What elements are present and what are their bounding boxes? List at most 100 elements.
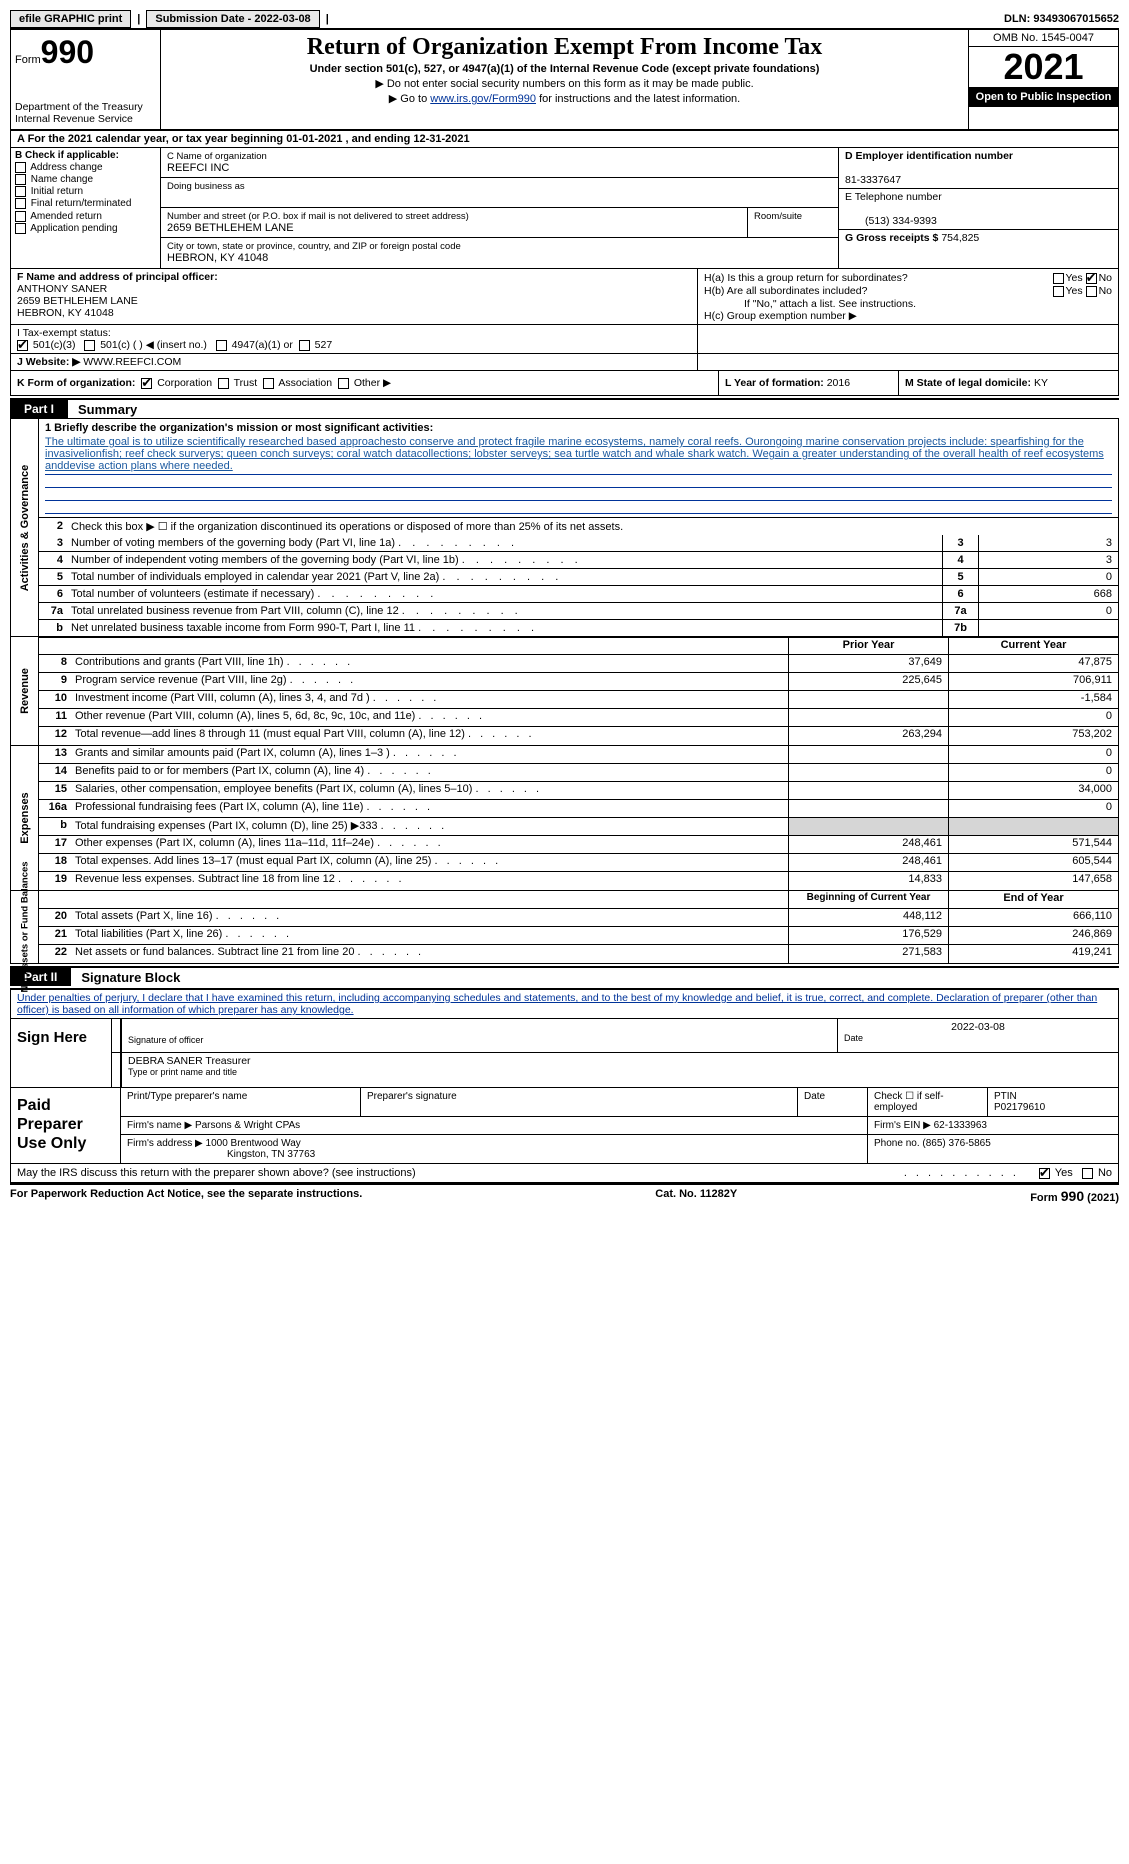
entity-grid: B Check if applicable: Address change Na… [10,148,1119,269]
fin-num: b [39,818,71,835]
fin-num: 16a [39,800,71,817]
fin-text: Program service revenue (Part VIII, line… [71,673,788,690]
fin-row: 10Investment income (Part VIII, column (… [39,691,1118,709]
fin-curr: 47,875 [948,655,1118,672]
ck-address-change[interactable]: Address change [15,162,156,173]
row-k-l-m: K Form of organization: Corporation Trus… [10,371,1119,396]
opt-association: Association [278,377,332,389]
fin-curr: 753,202 [948,727,1118,745]
signature-date-value: 2022-03-08 [844,1021,1112,1033]
fin-row: 21Total liabilities (Part X, line 26) . … [39,927,1118,945]
goto-pre: ▶ Go to [389,93,430,105]
fin-num: 9 [39,673,71,690]
net-assets-block: Net Assets or Fund Balances Beginning of… [10,891,1119,964]
discuss-yes-checkbox[interactable] [1039,1168,1050,1179]
row-f-h: F Name and address of principal officer:… [10,269,1119,325]
summary-governance: Activities & Governance 1 Briefly descri… [10,418,1119,637]
dept-label: Department of the Treasury Internal Reve… [15,101,156,125]
state-domicile-value: KY [1034,377,1048,389]
irs-link[interactable]: www.irs.gov/Form990 [430,93,536,105]
row-box: 5 [942,569,978,585]
fin-row: 19Revenue less expenses. Subtract line 1… [39,872,1118,890]
row-value: 0 [978,569,1118,585]
ck-501c[interactable] [84,340,95,351]
ck-association[interactable] [263,378,274,389]
ck-trust[interactable] [218,378,229,389]
discuss-yes: Yes [1055,1167,1073,1179]
fin-num: 17 [39,836,71,853]
ck-app-label: Application pending [30,223,117,234]
ck-other[interactable] [338,378,349,389]
sign-here-label: Sign Here [11,1019,111,1087]
fin-curr: 246,869 [948,927,1118,944]
fin-num: 8 [39,655,71,672]
ck-initial-return[interactable]: Initial return [15,186,156,197]
form-title: Return of Organization Exempt From Incom… [167,34,962,61]
sig-intro-text[interactable]: Under penalties of perjury, I declare th… [17,992,1097,1016]
side-net-assets: Net Assets or Fund Balances [11,891,39,963]
summary-row: 4Number of independent voting members of… [39,552,1118,569]
box-j-placeholder [698,325,1118,353]
fin-row: 8Contributions and grants (Part VIII, li… [39,655,1118,673]
fin-num: 12 [39,727,71,745]
ck-527[interactable] [299,340,310,351]
summary-row: 5Total number of individuals employed in… [39,569,1118,586]
h-b-label: H(b) Are all subordinates included? [704,285,867,297]
discuss-no-checkbox[interactable] [1082,1168,1093,1179]
ck-4947[interactable] [216,340,227,351]
row-num: 4 [39,552,67,568]
fin-curr: 605,544 [948,854,1118,871]
prep-self-employed: Check ☐ if self-employed [868,1088,988,1116]
header-left: Form990 Department of the Treasury Inter… [11,30,161,129]
revenue-block: Revenue Prior Year Current Year 8Contrib… [10,637,1119,746]
mission-text[interactable]: The ultimate goal is to utilize scientif… [45,434,1112,475]
box-j-right [698,354,1118,370]
h-a-yes-checkbox[interactable] [1053,273,1064,284]
paid-preparer-label: Paid Preparer Use Only [11,1088,121,1163]
h-b-yes-checkbox[interactable] [1053,286,1064,297]
submission-date-label: Submission Date - 2022-03-08 [146,10,319,28]
current-year-header: Current Year [948,638,1118,654]
fin-num: 11 [39,709,71,726]
box-f: F Name and address of principal officer:… [11,269,698,324]
ck-final-return[interactable]: Final return/terminated [15,198,156,209]
part-1-tab: Part I [10,400,68,418]
ck-corporation[interactable] [141,378,152,389]
h-b-no-checkbox[interactable] [1086,286,1097,297]
fin-curr: 706,911 [948,673,1118,690]
h-a-no-checkbox[interactable] [1086,273,1097,284]
tax-exempt-label: I Tax-exempt status: [17,327,111,339]
ck-amended-label: Amended return [30,211,102,222]
dln-label: DLN: [1004,13,1030,25]
fin-row: 15Salaries, other compensation, employee… [39,782,1118,800]
fin-num: 20 [39,909,71,926]
row-box: 6 [942,586,978,602]
row-box: 4 [942,552,978,568]
fin-row: 13Grants and similar amounts paid (Part … [39,746,1118,764]
footer-cat-no: Cat. No. 11282Y [655,1188,737,1204]
box-i: I Tax-exempt status: 501(c)(3) 501(c) ( … [11,325,698,353]
blank [71,638,788,654]
website-value: WWW.REEFCI.COM [83,356,181,368]
form-number: 990 [41,34,94,70]
h-c-label: H(c) Group exemption number ▶ [704,310,1112,322]
officer-name: ANTHONY SANER [17,283,107,295]
h-a-label: H(a) Is this a group return for subordin… [704,272,908,284]
box-l: L Year of formation: 2016 [718,371,898,395]
ein-label: D Employer identification number [845,150,1013,162]
box-c: C Name of organization REEFCI INC Doing … [161,148,838,268]
efile-print-button[interactable]: efile GRAPHIC print [10,10,131,28]
row-box: 7a [942,603,978,619]
fin-prior: 225,645 [788,673,948,690]
fin-prior: 37,649 [788,655,948,672]
note-goto: ▶ Go to www.irs.gov/Form990 for instruct… [167,92,962,105]
ck-amended-return[interactable]: Amended return [15,211,156,222]
firm-addr2: Kingston, TN 37763 [127,1149,315,1160]
year-formation-value: 2016 [827,377,850,389]
ck-application-pending[interactable]: Application pending [15,223,156,234]
officer-street: 2659 BETHLEHEM LANE [17,295,138,307]
h-b-yes: Yes [1066,285,1083,297]
ck-501c3[interactable] [17,340,28,351]
ck-name-change[interactable]: Name change [15,174,156,185]
fin-num: 15 [39,782,71,799]
